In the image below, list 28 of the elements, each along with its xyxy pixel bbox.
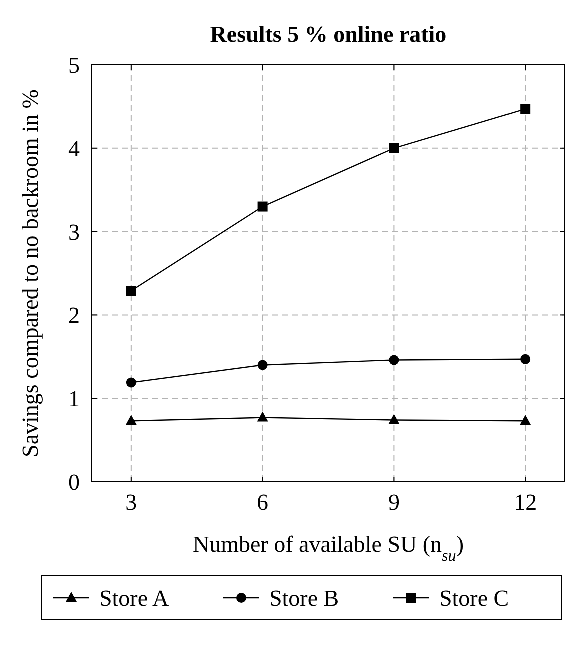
legend-label: Store B — [270, 586, 340, 611]
point — [258, 360, 268, 370]
point — [520, 104, 531, 114]
y-tick-label: 3 — [68, 220, 80, 245]
y-tick-label: 0 — [68, 470, 80, 495]
point — [126, 286, 136, 296]
legend-label: Store C — [440, 586, 510, 611]
x-tick-label: 9 — [388, 490, 400, 515]
x-tick-label: 6 — [257, 490, 269, 515]
point — [389, 355, 400, 366]
chart-title: Results 5 % online ratio — [210, 22, 447, 47]
y-axis-title: Savings compared to no backroom in % — [18, 90, 43, 458]
y-tick-label: 4 — [68, 136, 80, 162]
point — [520, 415, 532, 426]
x-tick-label: 12 — [514, 490, 538, 515]
point — [126, 415, 137, 426]
y-tick-label: 1 — [68, 386, 80, 412]
point — [388, 414, 400, 424]
legend-label: Store A — [100, 586, 170, 611]
point — [520, 354, 531, 364]
x-tick-label: 3 — [126, 490, 138, 515]
point — [257, 412, 268, 422]
y-tick-label: 5 — [68, 53, 80, 78]
point — [389, 143, 400, 154]
point — [258, 202, 268, 212]
x-axis-title: Number of available SU (n$_{su}$) — [192, 532, 464, 564]
y-tick-label: 2 — [68, 303, 80, 328]
point — [126, 378, 136, 388]
